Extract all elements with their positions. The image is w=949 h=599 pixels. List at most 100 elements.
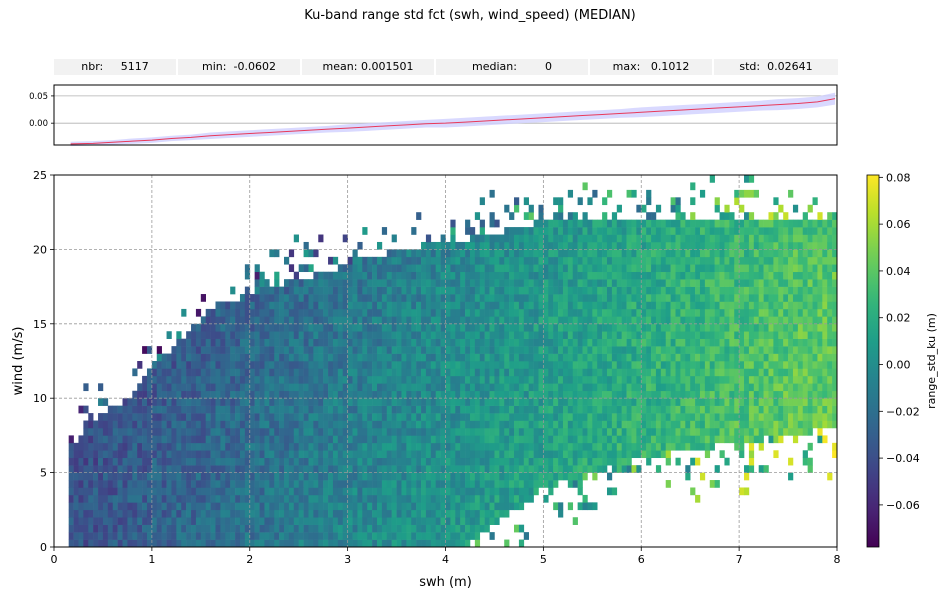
heatmap-cell [538, 286, 544, 295]
heatmap-cell [597, 413, 603, 421]
heatmap-cell [514, 249, 520, 258]
heatmap-cell [347, 308, 353, 317]
heatmap-cell [127, 539, 133, 548]
heatmap-cell [734, 249, 740, 258]
heatmap-cell [709, 375, 715, 384]
heatmap-cell [323, 509, 329, 518]
heatmap-cell [489, 353, 495, 362]
heatmap-cell [171, 420, 177, 429]
heatmap-cell [611, 398, 618, 406]
heatmap-cell [416, 338, 422, 347]
heatmap-cell [509, 212, 515, 220]
heatmap-cell [611, 375, 618, 384]
heatmap-cell [484, 338, 490, 347]
heatmap-cell [572, 264, 578, 273]
heatmap-cell [122, 509, 128, 518]
heatmap-cell [499, 427, 505, 436]
heatmap-cell [577, 323, 583, 332]
heatmap-cell [142, 346, 148, 354]
heatmap-cell [699, 383, 706, 392]
heatmap-cell [284, 301, 290, 310]
heatmap-cell [83, 450, 89, 459]
heatmap-cell [621, 390, 627, 399]
heatmap-cell [88, 502, 94, 511]
heatmap-cell [362, 316, 368, 325]
heatmap-cell [372, 383, 378, 392]
heatmap-cell [582, 234, 588, 243]
heatmap-cell [288, 480, 295, 488]
heatmap-cell [430, 487, 437, 496]
heatmap-cell [719, 256, 725, 265]
heatmap-cell [244, 539, 251, 548]
heatmap-cell [567, 457, 574, 466]
heatmap-cell [484, 413, 490, 421]
heatmap-cell [421, 256, 427, 265]
heatmap-cell [323, 375, 329, 384]
heatmap-cell [562, 294, 569, 302]
heatmap-cell [489, 294, 495, 302]
heatmap-cell [220, 346, 226, 354]
heatmap-cell [127, 420, 133, 429]
heatmap-cell [518, 442, 525, 451]
heatmap-cell [768, 405, 774, 414]
heatmap-cell [416, 390, 422, 399]
heatmap-cell [582, 241, 588, 250]
heatmap-cell [465, 353, 471, 362]
heatmap-cell [68, 532, 74, 540]
heatmap-cell [724, 398, 730, 406]
heatmap-cell [381, 227, 388, 235]
heatmap-cell [249, 532, 255, 540]
heatmap-cell [709, 368, 715, 377]
heatmap-cell [655, 435, 662, 444]
heatmap-cell [602, 398, 608, 406]
heatmap-cell [381, 271, 388, 280]
heatmap-cell [616, 338, 622, 347]
heatmap-cell [729, 435, 735, 444]
heatmap-cell [284, 502, 290, 511]
heatmap-cell [298, 323, 304, 332]
heatmap-cell [660, 219, 667, 228]
heatmap-cell [352, 271, 358, 280]
heatmap-cell [186, 465, 192, 473]
heatmap-cell [744, 271, 750, 280]
heatmap-cell [239, 509, 246, 518]
heatmap-cell [641, 279, 647, 287]
heatmap-cell [739, 227, 745, 235]
heatmap-cell [709, 256, 715, 265]
heatmap-cell [191, 346, 197, 354]
heatmap-cell [421, 487, 427, 496]
heatmap-cell [225, 353, 231, 362]
heatmap-cell [288, 286, 295, 295]
heatmap-cell [225, 308, 231, 317]
heatmap-cell [504, 427, 510, 436]
heatmap-cell [558, 301, 564, 310]
heatmap-cell [509, 353, 515, 362]
heatmap-cell [768, 323, 774, 332]
heatmap-cell [323, 383, 329, 392]
heatmap-cell [660, 338, 667, 347]
heatmap-cell [734, 256, 740, 265]
heatmap-cell [626, 353, 632, 362]
heatmap-cell [567, 383, 574, 392]
heatmap-cell [279, 487, 285, 496]
heatmap-cell [523, 427, 529, 436]
heatmap-cell [73, 457, 79, 466]
heatmap-cell [381, 308, 388, 317]
heatmap-cell [587, 241, 593, 250]
heatmap-cell [577, 361, 583, 369]
heatmap-cell [714, 264, 720, 273]
heatmap-cell [739, 390, 745, 399]
heatmap-cell [357, 241, 363, 250]
heatmap-cell [460, 338, 466, 347]
heatmap-cell [739, 234, 745, 243]
heatmap-cell [685, 219, 691, 228]
heatmap-cell [636, 413, 642, 421]
heatmap-cell [538, 472, 544, 481]
heatmap-cell [509, 494, 515, 503]
heatmap-cell [298, 457, 304, 466]
heatmap-cell [323, 480, 329, 488]
heatmap-cell [406, 346, 412, 354]
heatmap-cell [562, 450, 569, 459]
heatmap-cell [646, 323, 652, 332]
heatmap-cell [651, 212, 657, 220]
